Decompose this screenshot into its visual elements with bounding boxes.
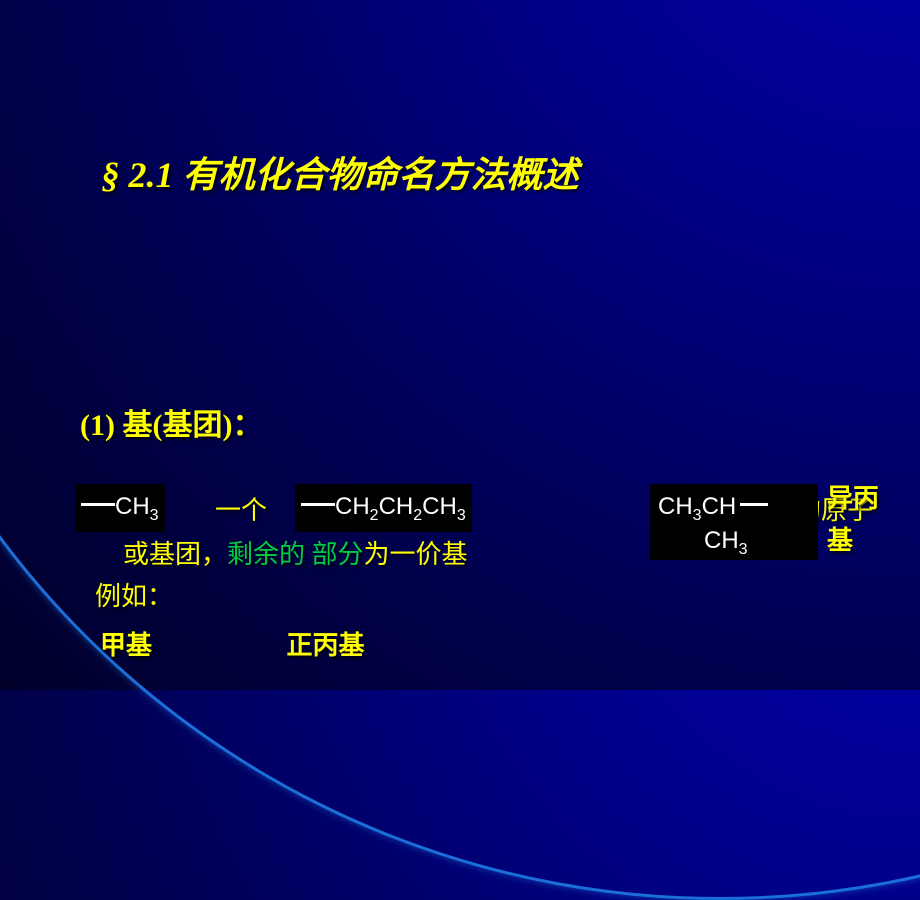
- slide-subtitle: (1) 基(基团)：: [80, 400, 262, 444]
- slide-title: § 2.1 有机化合物命名方法概述: [60, 150, 620, 200]
- bond-line: [740, 503, 768, 506]
- names-row: 甲基 正丙基: [100, 625, 365, 662]
- body-content: CH3 一个 CH2CH2CH3 CH3CH CH3 的原子 异丙基 或基团，剩…: [95, 490, 895, 617]
- chem-box-methyl: CH3: [75, 484, 165, 532]
- chem-box-propyl: CH2CH2CH3: [295, 484, 472, 532]
- name-npropyl: 正丙基: [287, 625, 365, 662]
- decorative-arc: [0, 0, 920, 900]
- body-line-3: 例如：: [95, 576, 895, 618]
- highlight-text: 剩余的 部分: [227, 540, 364, 569]
- chem-box-isopropyl: CH3CH CH3: [650, 484, 818, 560]
- text-fragment-1: 一个: [215, 490, 267, 532]
- bond-line: [81, 503, 115, 506]
- name-methyl: 甲基: [100, 625, 152, 662]
- body-line-1: CH3 一个 CH2CH2CH3 CH3CH CH3 的原子 异丙基: [95, 490, 895, 534]
- bond-line: [301, 503, 335, 506]
- label-isopropyl: 异丙基: [827, 478, 895, 561]
